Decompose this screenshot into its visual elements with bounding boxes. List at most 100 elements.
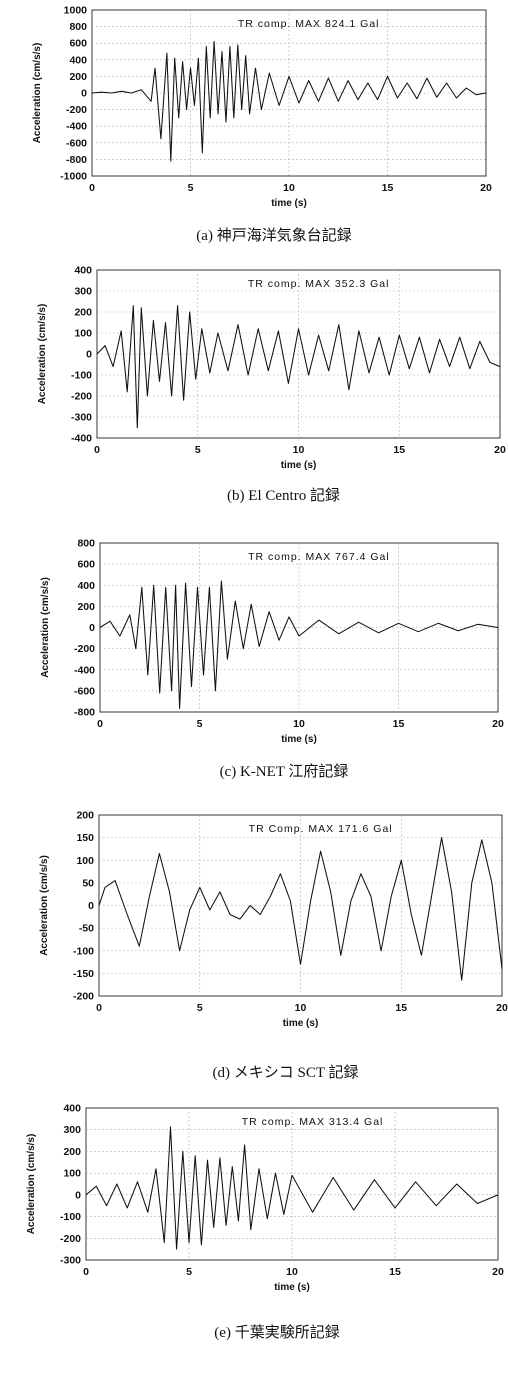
y-axis-label: Acceleration (cm/s/s): [39, 855, 50, 956]
x-tick-label: 0: [89, 182, 95, 194]
y-axis-label: Acceleration (cm/s/s): [26, 1134, 37, 1235]
y-tick-label: 800: [69, 21, 87, 33]
y-tick-label: 150: [76, 832, 94, 844]
y-tick-label: 200: [76, 810, 94, 822]
x-tick-label: 5: [197, 718, 203, 730]
x-axis-label: time (s): [283, 1018, 319, 1029]
x-tick-label: 5: [186, 1266, 192, 1278]
x-axis-label: time (s): [274, 1282, 310, 1293]
panel-caption: (d) メキシコ SCT 記録: [213, 1064, 359, 1081]
y-tick-label: 100: [63, 1168, 81, 1180]
y-tick-label: -50: [79, 923, 94, 935]
y-tick-label: 200: [74, 307, 92, 319]
x-tick-label: 20: [494, 444, 506, 456]
y-tick-label: -200: [73, 991, 94, 1003]
x-tick-label: 10: [286, 1266, 298, 1278]
y-tick-label: 100: [74, 328, 92, 340]
y-axis-label: Acceleration (cm/s/s): [37, 304, 48, 405]
chart-panel-e: -300 -200 -100 0 100 200 300 400 0 5 10 15 20 time (s…: [26, 1103, 504, 1342]
y-tick-label: 800: [77, 538, 95, 550]
x-tick-label: 5: [188, 182, 194, 194]
acceleration-trace: [85, 1126, 499, 1250]
x-tick-label: 5: [195, 444, 201, 456]
x-tick-label: 15: [382, 182, 394, 194]
y-tick-label: 400: [74, 265, 92, 277]
y-tick-label: 600: [77, 559, 95, 571]
panel-caption: (a) 神戸海洋気象台記録: [196, 227, 351, 244]
y-tick-label: 300: [74, 286, 92, 298]
y-tick-label: -300: [60, 1255, 81, 1267]
y-tick-label: 600: [69, 38, 87, 50]
y-tick-label: -600: [66, 137, 87, 149]
x-axis-label: time (s): [281, 460, 317, 471]
y-tick-label: -100: [71, 370, 92, 382]
y-tick-label: -200: [66, 104, 87, 116]
y-tick-label: -100: [60, 1211, 81, 1223]
y-tick-label: 0: [75, 1189, 81, 1201]
y-tick-label: 400: [69, 54, 87, 66]
y-tick-label: -400: [71, 433, 92, 445]
x-tick-label: 20: [492, 718, 504, 730]
x-tick-label: 10: [293, 444, 305, 456]
y-tick-label: 0: [88, 900, 94, 912]
y-tick-label: 50: [82, 877, 94, 889]
panel-caption: (c) K-NET 江府記録: [220, 763, 349, 780]
acceleration-trace: [99, 580, 499, 710]
y-tick-label: -600: [74, 685, 95, 697]
y-tick-label: 0: [81, 88, 87, 100]
panel-caption: (b) El Centro 記録: [227, 487, 340, 504]
y-tick-label: -100: [73, 945, 94, 957]
max-annotation: TR comp. MAX 767.4 Gal: [248, 551, 390, 563]
y-tick-label: 0: [89, 622, 95, 634]
y-tick-label: -400: [74, 664, 95, 676]
x-tick-label: 15: [389, 1266, 401, 1278]
chart-panel-c: -800 -600 -400 -200 0 200 400 600 800 0 5 10 15 20 tim…: [40, 538, 504, 781]
max-annotation: TR comp. MAX 352.3 Gal: [248, 278, 390, 290]
panel-caption: (e) 千葉実験所記録: [214, 1324, 339, 1341]
acceleration-trace: [96, 305, 501, 429]
y-tick-label: -800: [66, 154, 87, 166]
acceleration-trace: [91, 40, 487, 162]
y-tick-label: 0: [86, 349, 92, 361]
max-annotation: TR comp. MAX 313.4 Gal: [242, 1116, 384, 1128]
x-tick-label: 20: [492, 1266, 504, 1278]
y-tick-label: -300: [71, 412, 92, 424]
x-tick-label: 10: [293, 718, 305, 730]
x-tick-label: 20: [480, 182, 492, 194]
x-axis-label: time (s): [271, 198, 307, 209]
chart-panel-d: -200 -150 -100 -50 0 50 100 150 200 0 5 10 15 20 time …: [39, 810, 508, 1082]
x-tick-label: 0: [94, 444, 100, 456]
x-tick-label: 15: [393, 718, 405, 730]
y-tick-label: -200: [60, 1233, 81, 1245]
x-tick-label: 15: [395, 1002, 407, 1014]
y-tick-label: 400: [77, 580, 95, 592]
max-annotation: TR comp. MAX 824.1 Gal: [238, 18, 380, 30]
y-axis-label: Acceleration (cm/s/s): [32, 43, 43, 144]
y-tick-label: -1000: [60, 171, 87, 183]
x-tick-label: 0: [97, 718, 103, 730]
y-tick-label: 300: [63, 1124, 81, 1136]
y-tick-label: 200: [63, 1146, 81, 1158]
y-tick-label: 200: [69, 71, 87, 83]
y-tick-label: -800: [74, 707, 95, 719]
y-tick-label: 200: [77, 601, 95, 613]
y-tick-label: -150: [73, 968, 94, 980]
y-tick-label: 100: [76, 855, 94, 867]
y-tick-label: -200: [71, 391, 92, 403]
y-tick-label: 400: [63, 1103, 81, 1115]
x-tick-label: 20: [496, 1002, 508, 1014]
x-axis-label: time (s): [281, 734, 317, 745]
x-tick-label: 10: [283, 182, 295, 194]
x-tick-label: 15: [393, 444, 405, 456]
chart-panel-b: -400 -300 -200 -100 0 100 200 300 400 0 5 10 15 20 tim…: [37, 265, 506, 505]
chart-panel-a: -1000 -800 -600 -400 -200 0 200 400 600 800 1000 0 5…: [32, 5, 492, 245]
y-tick-label: -400: [66, 121, 87, 133]
x-tick-label: 5: [197, 1002, 203, 1014]
x-tick-label: 0: [96, 1002, 102, 1014]
y-tick-label: 1000: [64, 5, 88, 17]
y-axis-label: Acceleration (cm/s/s): [40, 577, 51, 678]
acceleration-trace: [98, 837, 503, 981]
y-tick-label: -200: [74, 643, 95, 655]
max-annotation: TR Comp. MAX 171.6 Gal: [249, 823, 393, 835]
